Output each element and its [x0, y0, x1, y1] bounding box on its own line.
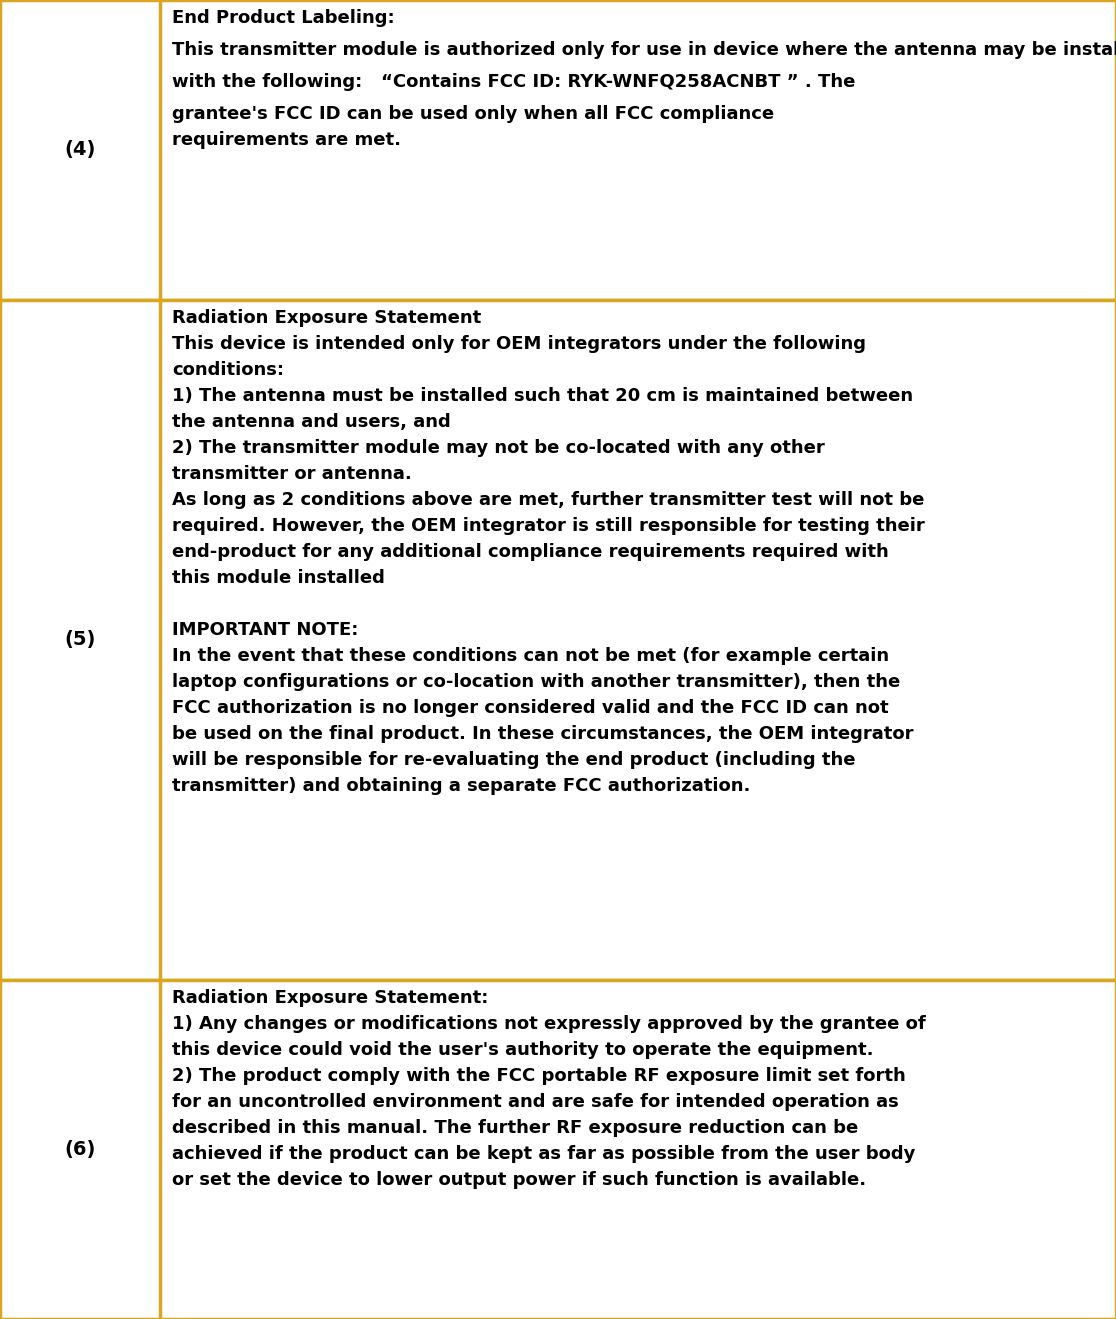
Text: will be responsible for re-evaluating the end product (including the: will be responsible for re-evaluating th… — [172, 751, 856, 769]
Text: Radiation Exposure Statement:: Radiation Exposure Statement: — [172, 989, 489, 1006]
Text: As long as 2 conditions above are met, further transmitter test will not be: As long as 2 conditions above are met, f… — [172, 491, 924, 509]
Text: FCC authorization is no longer considered valid and the FCC ID can not: FCC authorization is no longer considere… — [172, 699, 888, 718]
Text: this module installed: this module installed — [172, 568, 385, 587]
Bar — [0, 299, 1116, 980]
Text: Radiation Exposure Statement: Radiation Exposure Statement — [172, 309, 481, 327]
Text: (5): (5) — [65, 630, 96, 649]
Text: IMPORTANT NOTE:: IMPORTANT NOTE: — [172, 621, 358, 638]
Text: conditions:: conditions: — [172, 361, 283, 379]
Text: be used on the final product. In these circumstances, the OEM integrator: be used on the final product. In these c… — [172, 725, 914, 743]
Text: for an uncontrolled environment and are safe for intended operation as: for an uncontrolled environment and are … — [172, 1093, 898, 1111]
Text: 2) The product comply with the FCC portable RF exposure limit set forth: 2) The product comply with the FCC porta… — [172, 1067, 906, 1086]
Text: the antenna and users, and: the antenna and users, and — [172, 413, 451, 431]
Text: grantee's FCC ID can be used only when all FCC compliance: grantee's FCC ID can be used only when a… — [172, 106, 775, 123]
Text: end-product for any additional compliance requirements required with: end-product for any additional complianc… — [172, 543, 888, 561]
Text: or set the device to lower output power if such function is available.: or set the device to lower output power … — [172, 1171, 866, 1188]
Text: This transmitter module is authorized only for use in device where the antenna m: This transmitter module is authorized on… — [172, 41, 1116, 59]
Text: (4): (4) — [65, 141, 96, 160]
Text: This device is intended only for OEM integrators under the following: This device is intended only for OEM int… — [172, 335, 866, 353]
Text: In the event that these conditions can not be met (for example certain: In the event that these conditions can n… — [172, 648, 889, 665]
Text: described in this manual. The further RF exposure reduction can be: described in this manual. The further RF… — [172, 1119, 858, 1137]
Bar — [0, 0, 1116, 299]
Text: required. However, the OEM integrator is still responsible for testing their: required. However, the OEM integrator is… — [172, 517, 925, 536]
Text: 1) The antenna must be installed such that 20 cm is maintained between: 1) The antenna must be installed such th… — [172, 386, 913, 405]
Text: this device could void the user's authority to operate the equipment.: this device could void the user's author… — [172, 1041, 874, 1059]
Text: with the following:   “Contains FCC ID: RYK-WNFQ258ACNBT ” . The: with the following: “Contains FCC ID: RY… — [172, 73, 855, 91]
Text: End Product Labeling:: End Product Labeling: — [172, 9, 395, 26]
Text: (6): (6) — [65, 1140, 96, 1159]
Text: requirements are met.: requirements are met. — [172, 131, 401, 149]
Text: 1) Any changes or modifications not expressly approved by the grantee of: 1) Any changes or modifications not expr… — [172, 1016, 926, 1033]
Bar — [0, 980, 1116, 1319]
Text: 2) The transmitter module may not be co-located with any other: 2) The transmitter module may not be co-… — [172, 439, 825, 456]
Text: laptop configurations or co-location with another transmitter), then the: laptop configurations or co-location wit… — [172, 673, 901, 691]
Text: transmitter) and obtaining a separate FCC authorization.: transmitter) and obtaining a separate FC… — [172, 777, 750, 795]
Text: achieved if the product can be kept as far as possible from the user body: achieved if the product can be kept as f… — [172, 1145, 915, 1163]
Text: transmitter or antenna.: transmitter or antenna. — [172, 466, 412, 483]
